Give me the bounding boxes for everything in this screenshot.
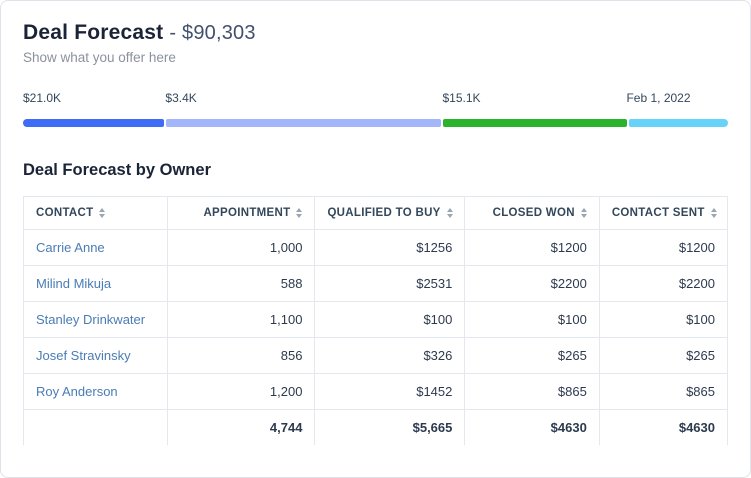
progress-labels: $21.0K $3.4K $15.1K Feb 1, 2022 [23, 91, 728, 106]
contact-sent-total: $4630 [598, 409, 729, 445]
qualified-to-buy-value: $2531 [314, 265, 466, 302]
contact-link[interactable]: Milind Mikuja [36, 276, 112, 291]
closed-won-value: $265 [464, 337, 600, 374]
table-row: Milind Mikuja 588 $2531 $2200 $2200 [22, 265, 729, 302]
appointment-value: 588 [167, 265, 316, 302]
column-header-contact-sent[interactable]: CONTACT SENT [598, 196, 729, 230]
closed-won-value: $1200 [464, 229, 600, 266]
sort-icon[interactable] [447, 208, 453, 218]
appointment-value: 1,000 [167, 229, 316, 266]
column-header-contact[interactable]: CONTACT [22, 196, 169, 230]
progress-segment-1 [23, 119, 165, 127]
closed-won-value: $865 [464, 373, 600, 410]
sort-icon[interactable] [99, 208, 105, 218]
table-row: Josef Stravinsky 856 $326 $265 $265 [22, 337, 729, 374]
column-header-closed-won[interactable]: CLOSED WON [464, 196, 600, 230]
column-header-contact-label: CONTACT [36, 207, 94, 219]
column-header-closed-won-label: CLOSED WON [492, 207, 575, 219]
closed-won-total: $4630 [464, 409, 600, 445]
appointment-value: 856 [167, 337, 316, 374]
contact-sent-value: $1200 [598, 229, 729, 266]
appointment-value: 1,100 [167, 301, 316, 338]
sort-icon[interactable] [581, 208, 587, 218]
table-row: Stanley Drinkwater 1,100 $100 $100 $100 [22, 301, 729, 338]
qualified-to-buy-value: $100 [314, 301, 466, 338]
contact-link[interactable]: Roy Anderson [36, 384, 118, 399]
column-header-qualified-to-buy-label: QUALIFIED TO BUY [327, 207, 441, 219]
progress-bar [23, 119, 728, 127]
qualified-to-buy-value: $1452 [314, 373, 466, 410]
contact-sent-value: $100 [598, 301, 729, 338]
progress-segment-4 [629, 119, 728, 127]
page-title-amount: - $90,303 [169, 22, 256, 44]
column-header-qualified-to-buy[interactable]: QUALIFIED TO BUY [314, 196, 466, 230]
section-title: Deal Forecast by Owner [23, 161, 211, 179]
column-header-appointment-label: APPOINTMENT [203, 207, 291, 219]
deal-forecast-table: CONTACT APPOINTMENT QUALIFIED TO BUY CLO… [22, 196, 729, 445]
progress-label-2: $3.4K [165, 91, 197, 105]
closed-won-value: $100 [464, 301, 600, 338]
appointment-total: 4,744 [167, 409, 316, 445]
qualified-to-buy-value: $326 [314, 337, 466, 374]
progress-label-1: $21.0K [23, 91, 62, 105]
contact-sent-value: $265 [598, 337, 729, 374]
page-title: Deal Forecast - $90,303 [23, 21, 728, 45]
sort-icon[interactable] [296, 208, 302, 218]
progress-segment-2 [166, 119, 441, 127]
page-title-text: Deal Forecast [23, 21, 164, 44]
column-header-contact-sent-label: CONTACT SENT [611, 207, 705, 219]
column-header-appointment[interactable]: APPOINTMENT [167, 196, 316, 230]
table-row: Roy Anderson 1,200 $1452 $865 $865 [22, 373, 729, 410]
contact-link[interactable]: Carrie Anne [36, 240, 105, 255]
qualified-to-buy-value: $1256 [314, 229, 466, 266]
sort-icon[interactable] [711, 208, 717, 218]
closed-won-value: $2200 [464, 265, 600, 302]
page-subtitle: Show what you offer here [23, 50, 176, 65]
table-totals-row: 4,744 $5,665 $4630 $4630 [22, 409, 729, 445]
contact-sent-value: $865 [598, 373, 729, 410]
totals-empty-cell [22, 409, 169, 445]
progress-label-3: $15.1K [442, 91, 481, 105]
progress-segment-3 [442, 119, 628, 127]
table-row: Carrie Anne 1,000 $1256 $1200 $1200 [22, 229, 729, 266]
table-header-row: CONTACT APPOINTMENT QUALIFIED TO BUY CLO… [22, 196, 729, 230]
appointment-value: 1,200 [167, 373, 316, 410]
progress-label-4: Feb 1, 2022 [626, 91, 691, 105]
qualified-to-buy-total: $5,665 [314, 409, 466, 445]
contact-sent-value: $2200 [598, 265, 729, 302]
contact-link[interactable]: Josef Stravinsky [36, 348, 131, 363]
contact-link[interactable]: Stanley Drinkwater [36, 312, 146, 327]
